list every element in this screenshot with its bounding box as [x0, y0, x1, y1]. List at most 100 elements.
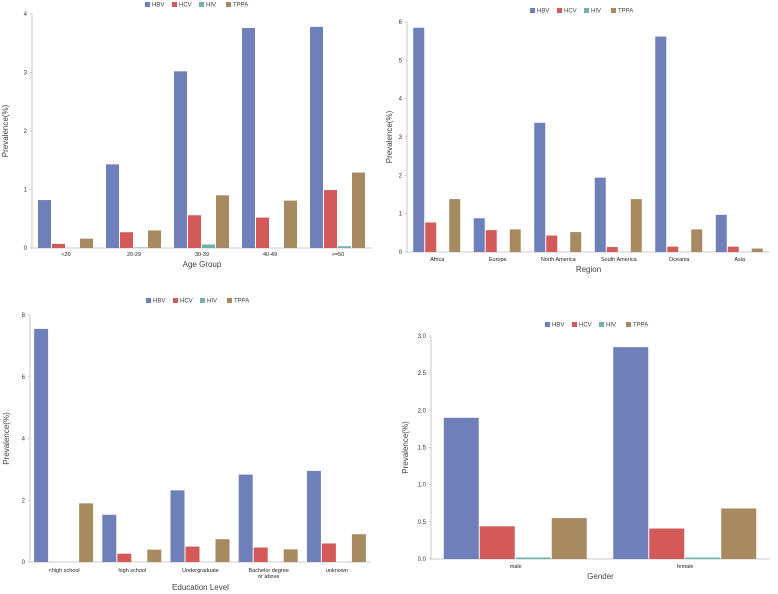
bar-hbv-2 [102, 514, 117, 562]
y-tick-label: 1.5 [418, 446, 427, 452]
chart-panel-4: 0.0 0.5 1.0 1.5 2.0 2.5 3.0 Prevalence(%) Gender… [401, 322, 770, 581]
bar-tppa-2 [148, 230, 161, 248]
legend-label-hiv: HIV [591, 9, 601, 15]
bar-tppa-5 [351, 534, 366, 562]
y-axis-title: Prevalence(%) [1, 104, 10, 157]
bar-hiv-2 [685, 557, 721, 559]
y-tick-label: 0 [24, 246, 28, 252]
y-tick-label: 3 [399, 135, 403, 141]
y-tick-label: 1 [24, 188, 28, 194]
bar-tppa-1 [449, 199, 461, 252]
bar-hiv-1 [515, 557, 551, 559]
y-tick-label: 4 [399, 97, 403, 103]
bar-hcv-4 [256, 217, 269, 248]
bar-hbv-4 [594, 177, 606, 252]
y-tick-label: 3 [24, 71, 28, 77]
legend: HBV HCV HIV TPPA [146, 298, 249, 305]
y-tick-label: 5 [399, 58, 403, 64]
legend-label-tppa: TPPA [633, 323, 648, 329]
bar-tppa-5 [691, 229, 703, 252]
bar-hbv-3 [534, 122, 546, 252]
bar-hiv-3 [202, 244, 215, 248]
y-tick-label: 8 [22, 313, 26, 319]
bar-tppa-4 [283, 549, 298, 562]
bar-tppa-1 [79, 503, 94, 562]
bar-hbv-3 [170, 490, 185, 562]
category-label: Bachelor degree [249, 568, 289, 574]
bar-hcv-2 [117, 553, 132, 562]
category-label: Oceania [669, 257, 690, 263]
bar-tppa-2 [721, 508, 757, 559]
legend-swatch-hiv [584, 8, 589, 13]
legend-swatch-hbv [145, 2, 150, 7]
bar-hcv-5 [324, 190, 337, 248]
y-tick-label: 1 [399, 212, 403, 218]
bar-hcv-4 [606, 247, 618, 252]
bar-hcv-1 [52, 243, 65, 248]
y-tick-label: 6 [22, 375, 26, 381]
y-tick-label: 2 [399, 173, 403, 179]
legend-label-hiv: HIV [206, 3, 216, 9]
legend-swatch-tppa [626, 322, 631, 327]
bar-tppa-2 [147, 549, 162, 562]
bar-hiv-5 [338, 246, 351, 248]
legend: HBV HCV HIV TPPA [145, 2, 248, 9]
y-tick-label: 2.0 [418, 408, 427, 414]
bar-hbv-1 [443, 417, 479, 559]
x-axis-title: Gender [587, 572, 614, 581]
category-label: <high school [49, 568, 80, 574]
y-axis-title: Prevalence(%) [401, 421, 410, 474]
category-label: Africa [430, 257, 445, 263]
y-tick-label: 2.5 [418, 371, 427, 377]
y-axis-title: Prevalence(%) [385, 110, 394, 163]
category-label: Europe [489, 257, 507, 263]
bar-hbv-2 [106, 164, 119, 248]
bar-tppa-1 [551, 518, 587, 559]
legend-label-hcv: HCV [564, 9, 577, 15]
bar-hcv-3 [546, 235, 558, 252]
legend-swatch-hcv [173, 298, 178, 303]
bar-tppa-2 [509, 229, 521, 252]
category-label: 40-49 [263, 252, 277, 258]
chart-panel-1: 0 1 2 3 4 Prevalence(%) Age Group <20 20-29 30-39… [1, 2, 372, 269]
y-tick-label: 4 [22, 437, 26, 443]
bar-hcv-3 [185, 546, 200, 562]
y-axis-title: Prevalence(%) [2, 412, 11, 465]
category-label: Asia [734, 257, 746, 263]
category-label: South America [601, 257, 638, 263]
legend-label-hiv: HIV [606, 323, 616, 329]
category-label: unknown [326, 568, 348, 574]
category-label: >=50 [332, 252, 345, 258]
bar-hcv-2 [649, 528, 685, 559]
bar-hcv-1 [425, 222, 437, 252]
chart-panel-2: 0 1 2 3 4 5 6 Prevalence(%) Region Africa Europe No… [385, 8, 770, 274]
bar-tppa-6 [751, 248, 763, 252]
bar-hbv-1 [34, 328, 49, 562]
legend-label-hcv: HCV [179, 3, 192, 9]
legend-label-tppa: TPPA [233, 3, 248, 9]
legend-swatch-hcv [557, 8, 562, 13]
legend-swatch-tppa [226, 2, 231, 7]
x-axis-title: Region [576, 265, 601, 274]
y-tick-label: 3.0 [418, 334, 427, 340]
bar-tppa-4 [630, 199, 642, 252]
legend: HBV HCV HIV TPPA [530, 8, 633, 15]
bar-tppa-3 [215, 539, 230, 562]
category-label: 30-39 [195, 252, 209, 258]
bar-hbv-5 [310, 26, 323, 249]
y-tick-label: 0.0 [418, 557, 427, 563]
bar-tppa-3 [570, 232, 582, 252]
category-label: <20 [61, 252, 70, 258]
legend-swatch-hbv [146, 298, 151, 303]
chart-panel-3: 0 2 4 6 8 Prevalence(%) Education Level <high s… [2, 298, 371, 592]
legend-label-hbv: HBV [152, 3, 164, 9]
bar-hiv-2 [134, 247, 147, 248]
legend-label-hcv: HCV [180, 299, 193, 305]
bar-hbv-3 [174, 71, 187, 248]
legend-label-tppa: TPPA [618, 9, 633, 15]
legend-swatch-tppa [227, 298, 232, 303]
bar-hcv-2 [485, 230, 497, 252]
legend-label-hbv: HBV [537, 9, 549, 15]
category-label: female [677, 564, 694, 570]
